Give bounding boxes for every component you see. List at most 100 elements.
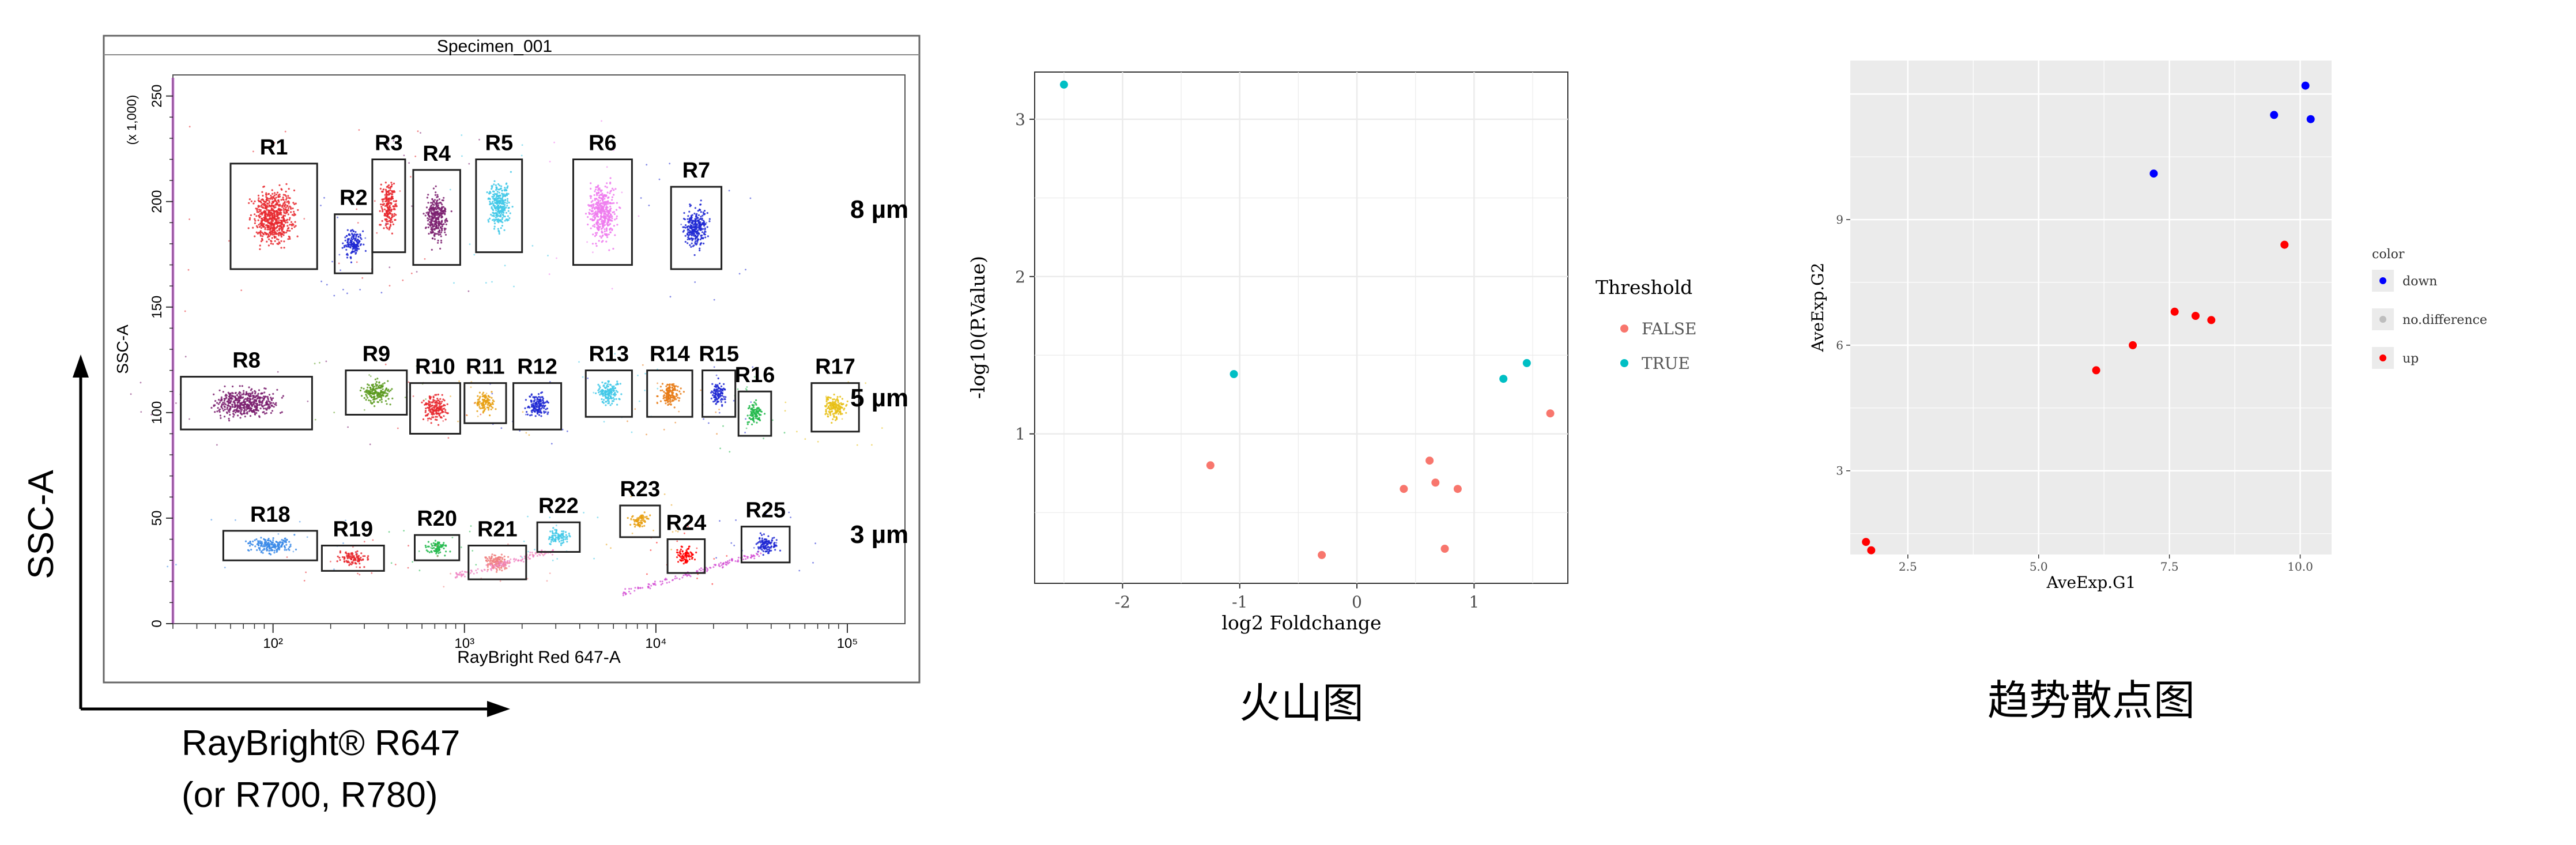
flow-x-tick-label: 10³ (454, 636, 474, 651)
volcano-point-false (1453, 485, 1462, 493)
gate-r17 (810, 382, 860, 433)
trend-point-down (2301, 81, 2310, 90)
flow-events (130, 120, 883, 597)
gate-label-r25: R25 (745, 499, 786, 523)
gate-r8 (180, 376, 313, 431)
gate-r12 (512, 382, 563, 431)
volcano-y-tick-label: 2 (1015, 267, 1025, 286)
volcano-x-tick-label: -2 (1115, 593, 1130, 612)
trend-x-tick-label: 2.5 (1899, 560, 1917, 574)
gate-r6 (572, 159, 633, 266)
legend-key-up (2379, 354, 2386, 361)
flow-x-axis-label: RayBright Red 647-A (457, 648, 620, 667)
trend-legend-title: color (2372, 247, 2405, 262)
gate-r5 (475, 159, 523, 254)
trend-point-up (2129, 341, 2137, 349)
gate-label-r14: R14 (650, 342, 690, 367)
volcano-point-false (1431, 478, 1440, 487)
outer-y-arrowhead (73, 354, 89, 378)
trend-y-tick-label: 9 (1836, 213, 1843, 227)
legend-label-up: up (2402, 352, 2419, 366)
volcano-point-true (1059, 80, 1068, 89)
legend-label-no-difference: no.difference (2402, 313, 2487, 327)
trend-point-up (2192, 312, 2200, 320)
gate-r16 (737, 390, 772, 437)
gate-r1 (229, 163, 318, 270)
volcano-x-tick-label: -1 (1232, 593, 1247, 612)
flow-y-tick-label: 0 (149, 620, 165, 627)
volcano-y-label: -log10(P.Value) (967, 256, 989, 399)
gate-r7 (670, 186, 723, 270)
gate-r22 (536, 521, 581, 553)
gate-label-r9: R9 (363, 342, 391, 367)
trend-point-down (2306, 115, 2315, 123)
gate-label-r2: R2 (340, 186, 368, 210)
trend-y-label: AveExp.G2 (1808, 263, 1827, 353)
flow-y-axis-label: SSC-A (114, 325, 131, 374)
trend-x-tick-label: 7.5 (2160, 560, 2179, 574)
gate-label-r13: R13 (589, 342, 629, 367)
trend-grid (1850, 61, 2332, 554)
trend-point-up (2170, 307, 2179, 316)
gate-label-r20: R20 (417, 507, 457, 531)
trend-panel: 2.5 5.0 7.5 10.0 3 6 9 AveExp.G1 AveExp.G2 col… (1808, 61, 2487, 724)
legend-label-down: down (2402, 274, 2437, 289)
gate-label-r19: R19 (333, 518, 373, 542)
trend-point-down (2270, 111, 2279, 119)
trend-x-tick-label: 10.0 (2287, 560, 2313, 574)
flow-y-ticks: 0 50 100 150 200 250 (149, 85, 173, 628)
gate-label-r17: R17 (815, 355, 855, 379)
volcano-point-false (1318, 550, 1326, 559)
flow-y-tick-label: 250 (149, 85, 165, 108)
volcano-point-false (1425, 457, 1434, 465)
trend-plot-area (1850, 61, 2332, 554)
gate-label-r7: R7 (682, 159, 711, 183)
trend-point-up (1862, 538, 1870, 546)
volcano-point-true (1229, 370, 1238, 378)
trend-x-tick-label: 5.0 (2030, 560, 2048, 574)
outer-x-label-line2: (or R700, R780) (182, 775, 438, 815)
gate-r21 (467, 545, 527, 580)
flow-panel: Specimen_001 R1 R2 R3 R4 R5 R6 R7 R8 R9 R10 R11 R12… (21, 35, 921, 815)
gate-label-r22: R22 (538, 494, 579, 518)
gate-label-r5: R5 (485, 131, 514, 156)
flow-title: Specimen_001 (437, 37, 552, 56)
size-label-8um: 8 µm (850, 195, 908, 224)
legend-key-false (1620, 325, 1628, 333)
trend-y-tick-label: 6 (1836, 338, 1843, 352)
gate-label-r24: R24 (666, 511, 707, 535)
gate-label-r6: R6 (589, 131, 617, 156)
volcano-point-true (1522, 359, 1531, 367)
volcano-point-false (1546, 409, 1555, 418)
gate-r24 (666, 538, 706, 574)
volcano-y-tick-label: 3 (1015, 110, 1025, 129)
volcano-x-tick-label: 1 (1469, 593, 1479, 612)
volcano-panel: -2 -1 0 1 1 2 3 log2 Foldchange -log10(P.Value… (967, 71, 1696, 727)
trend-caption: 趋势散点图 (1987, 678, 2195, 724)
volcano-point-false (1206, 461, 1215, 470)
gate-label-r16: R16 (735, 363, 775, 387)
gate-label-r23: R23 (620, 477, 661, 501)
legend-label-false: FALSE (1642, 319, 1696, 338)
legend-key-no-difference (2379, 316, 2386, 323)
outer-x-label-line1: RayBright® R647 (182, 723, 460, 763)
gate-r14 (646, 369, 693, 418)
gate-r3 (371, 159, 406, 254)
volcano-points (1059, 80, 1555, 559)
volcano-grid (1035, 72, 1568, 583)
gate-r25 (740, 526, 791, 564)
volcano-x-label: log2 Foldchange (1222, 612, 1382, 634)
gate-r4 (412, 169, 461, 266)
flow-y-tick-label: 100 (149, 401, 165, 424)
size-label-5um: 5 µm (850, 384, 908, 412)
outer-y-label: SSC-A (21, 470, 61, 579)
volcano-caption: 火山图 (1239, 681, 1364, 727)
gate-label-r18: R18 (250, 503, 291, 527)
gate-label-r15: R15 (699, 342, 739, 367)
gate-r18 (222, 530, 318, 561)
gate-label-r3: R3 (375, 131, 403, 156)
outer-x-arrowhead (487, 701, 510, 717)
volcano-x-tick-label: 0 (1352, 593, 1362, 612)
gate-r13 (584, 369, 633, 418)
